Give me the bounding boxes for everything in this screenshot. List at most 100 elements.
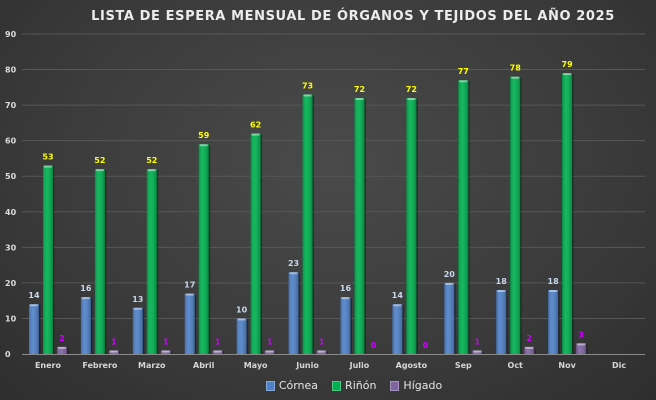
y-tick-label: 10 bbox=[5, 314, 17, 323]
legend-label: Hígado bbox=[403, 379, 443, 392]
bar-shading bbox=[80, 297, 91, 354]
bar-shading bbox=[392, 304, 403, 354]
bar-highlight bbox=[199, 144, 208, 147]
bar-highlight bbox=[185, 293, 194, 296]
bar-shading bbox=[42, 165, 53, 354]
y-tick-label: 0 bbox=[5, 350, 11, 359]
data-label: 73 bbox=[302, 81, 313, 90]
bar-hígado bbox=[108, 350, 121, 355]
bar-highlight bbox=[355, 98, 364, 100]
legend-item: Hígado bbox=[390, 379, 442, 392]
bar-highlight bbox=[81, 297, 90, 300]
bar-highlight bbox=[265, 350, 274, 353]
bar-hígado bbox=[160, 350, 173, 355]
bar-hígado bbox=[56, 346, 69, 355]
data-label: 23 bbox=[288, 259, 299, 268]
bar-shading bbox=[302, 94, 313, 354]
legend-label: Riñón bbox=[345, 379, 377, 392]
bar-riñón bbox=[562, 73, 574, 355]
data-label: 79 bbox=[562, 60, 574, 69]
bar-highlight bbox=[525, 346, 534, 349]
data-label: 77 bbox=[458, 67, 469, 76]
bar-shading bbox=[576, 343, 587, 354]
x-tick-label: Enero bbox=[35, 361, 62, 370]
data-label: 0 bbox=[423, 341, 429, 350]
data-label: 59 bbox=[198, 131, 210, 140]
bar-riñón bbox=[354, 98, 366, 355]
legend-swatch-icon bbox=[332, 380, 342, 391]
data-label: 16 bbox=[80, 284, 92, 293]
data-label: 2 bbox=[59, 334, 65, 343]
bar-hígado bbox=[472, 350, 484, 355]
data-label: 13 bbox=[132, 295, 143, 304]
data-label: 3 bbox=[578, 330, 584, 339]
bar-riñón bbox=[458, 80, 470, 355]
bar-highlight bbox=[511, 76, 520, 79]
bar-riñón bbox=[146, 169, 159, 355]
bar-riñón bbox=[406, 98, 418, 355]
bar-shading bbox=[94, 169, 105, 354]
legend-swatch-icon bbox=[390, 380, 400, 391]
bar-highlight bbox=[109, 350, 118, 353]
bar-highlight bbox=[497, 290, 506, 292]
bar-highlight bbox=[393, 304, 402, 307]
x-tick-label: Abril bbox=[193, 361, 215, 370]
bar-highlight bbox=[29, 304, 38, 307]
data-label: 1 bbox=[163, 337, 169, 346]
data-label: 20 bbox=[444, 270, 456, 279]
x-tick-label: Julio bbox=[349, 361, 370, 370]
data-label: 14 bbox=[392, 291, 404, 300]
y-tick-label: 80 bbox=[5, 66, 17, 75]
bar-highlight bbox=[577, 343, 586, 346]
x-tick-label: Sep bbox=[455, 361, 472, 370]
data-label: 72 bbox=[406, 85, 417, 94]
data-label: 16 bbox=[340, 284, 352, 293]
x-tick-label: Marzo bbox=[138, 361, 166, 370]
bar-shading bbox=[548, 290, 559, 354]
legend-swatch-icon bbox=[265, 380, 275, 391]
y-tick-label: 30 bbox=[5, 243, 17, 252]
y-tick-label: 40 bbox=[5, 208, 17, 217]
bar-highlight bbox=[341, 297, 350, 300]
bar-highlight bbox=[563, 73, 572, 76]
bar-hígado bbox=[264, 350, 277, 355]
legend-item: Córnea bbox=[265, 379, 319, 392]
bar-córnea bbox=[548, 290, 560, 355]
data-label: 1 bbox=[475, 337, 481, 346]
bar-shading bbox=[184, 293, 195, 354]
bar-shading bbox=[198, 144, 209, 354]
data-label: 10 bbox=[236, 305, 248, 314]
bar-shading bbox=[472, 350, 483, 354]
bar-hígado bbox=[212, 350, 225, 355]
data-label: 1 bbox=[319, 337, 325, 346]
data-label: 18 bbox=[548, 277, 560, 286]
bar-highlight bbox=[317, 350, 326, 353]
y-tick-label: 70 bbox=[5, 101, 17, 110]
bar-córnea bbox=[132, 307, 145, 355]
bar-córnea bbox=[288, 272, 301, 355]
data-label: 14 bbox=[28, 291, 40, 300]
bar-córnea bbox=[496, 290, 508, 355]
bar-shading bbox=[562, 73, 573, 354]
legend-item: Riñón bbox=[332, 379, 376, 392]
bar-highlight bbox=[549, 290, 558, 292]
bar-shading bbox=[354, 98, 365, 354]
bar-highlight bbox=[445, 282, 454, 285]
bar-shading bbox=[146, 169, 157, 354]
bar-highlight bbox=[133, 307, 142, 310]
bar-highlight bbox=[95, 169, 104, 172]
bar-highlight bbox=[213, 350, 222, 353]
bar-highlight bbox=[43, 165, 52, 168]
data-label: 52 bbox=[146, 156, 157, 165]
bar-highlight bbox=[57, 346, 66, 349]
bar-highlight bbox=[289, 272, 298, 275]
bar-shading bbox=[316, 350, 327, 354]
legend-label: Córnea bbox=[278, 379, 319, 392]
data-label: 18 bbox=[496, 277, 508, 286]
y-tick-label: 20 bbox=[5, 279, 17, 288]
bar-highlight bbox=[237, 318, 246, 321]
data-labels: 1453216521135211759110621237311672014720… bbox=[28, 60, 584, 350]
bar-highlight bbox=[147, 169, 156, 172]
x-tick-label: Agosto bbox=[396, 361, 428, 370]
